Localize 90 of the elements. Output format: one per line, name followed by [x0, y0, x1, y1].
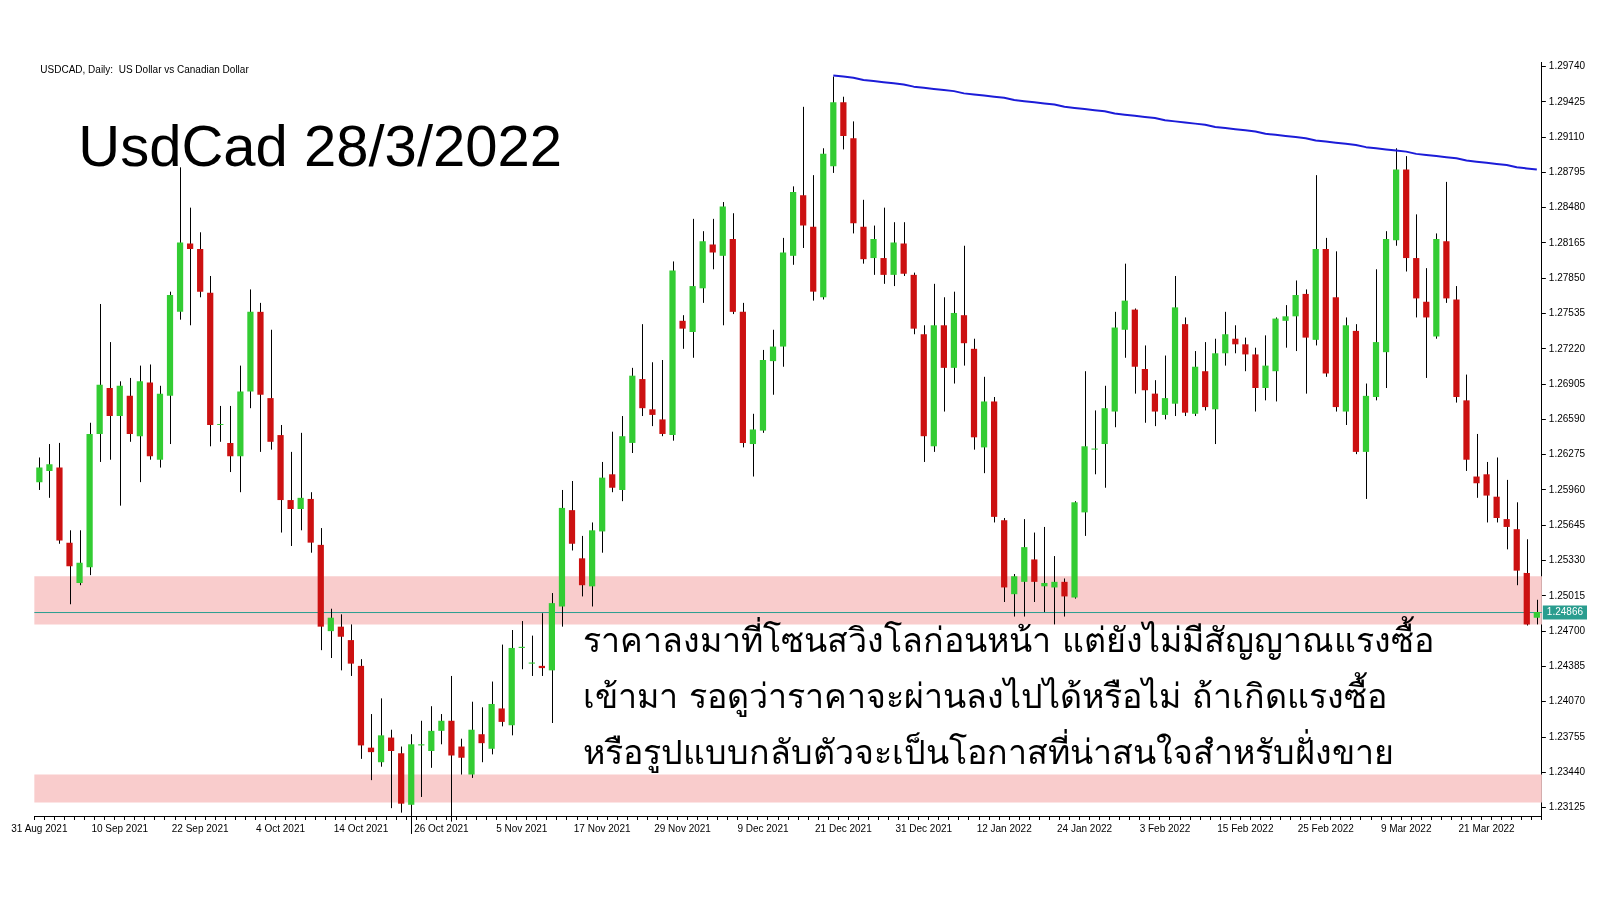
candlestick — [769, 329, 777, 396]
candlestick — [1051, 555, 1058, 625]
candlestick — [337, 613, 344, 671]
annotation: เข้ามา รอดูว่าราคาจะผ่านลงไปได้หรือไม่ ถ้าเกิดแรงซื้อ — [583, 671, 1387, 717]
x-tick-label: 9 Dec 2021 — [737, 822, 789, 834]
y-tick-label: 1.27535 — [1548, 307, 1586, 319]
candlestick — [347, 623, 355, 677]
candlestick — [498, 644, 505, 727]
candlestick — [1011, 573, 1018, 618]
candlestick — [649, 361, 656, 427]
text: UsdCad 28/3/2022 — [78, 113, 563, 178]
candlestick — [609, 431, 616, 493]
x-tick-label: 14 Oct 2021 — [333, 822, 389, 834]
x-tick-label: 29 Nov 2021 — [654, 822, 712, 834]
y-tick-label: 1.27220 — [1548, 342, 1586, 354]
y-tick-label: 1.24385 — [1548, 660, 1586, 672]
y-tick-label: 1.29425 — [1548, 95, 1586, 107]
y-tick-label: 1.27850 — [1548, 271, 1586, 283]
x-tick-label: 3 Feb 2022 — [1139, 822, 1191, 834]
candlestick — [46, 443, 53, 499]
y-tick-label: 1.23125 — [1548, 801, 1586, 813]
candlestick — [1292, 279, 1299, 352]
y-tick-label: 1.25960 — [1548, 483, 1586, 495]
candlestick — [1483, 461, 1490, 523]
x-tick-label: 24 Jan 2022 — [1057, 822, 1113, 834]
candlestick — [1242, 337, 1249, 372]
x-tick-label: 10 Sep 2021 — [91, 822, 149, 834]
x-tick-label: 15 Feb 2022 — [1217, 822, 1274, 834]
candlestick — [1493, 456, 1500, 523]
y-tick-label: 1.26275 — [1548, 448, 1586, 460]
y-tick-label: 1.23440 — [1548, 766, 1586, 778]
annotation: หรือรูปแบบกลับตัวจะเป็นโอกาสที่น่าสนใจสำหรับฝั่งขาย — [583, 728, 1394, 773]
x-tick-label: 22 Sep 2021 — [171, 822, 229, 834]
candlestick — [66, 529, 73, 605]
y-tick-label: 1.28165 — [1548, 236, 1586, 248]
candlestick — [287, 451, 294, 547]
y-tick-label: 1.28795 — [1548, 166, 1586, 178]
candlestick — [870, 225, 877, 276]
annotation: ราคาลงมาที่โซนสวิงโลก่อนหน้า แต่ยังไม่มีสัญญาณแรงซื้อ — [583, 615, 1434, 660]
candlestick — [327, 608, 334, 659]
x-tick-label: 21 Dec 2021 — [815, 822, 873, 834]
candlestick — [659, 359, 666, 437]
candlestick — [478, 706, 485, 763]
candlestick — [297, 432, 304, 531]
x-tick-label: 26 Oct 2021 — [414, 822, 470, 834]
candlestick — [1031, 532, 1038, 603]
y-tick-label: 1.25645 — [1548, 519, 1586, 531]
candlestick — [187, 207, 194, 326]
x-tick-label: 12 Jan 2022 — [976, 822, 1033, 834]
candlestick — [76, 529, 83, 586]
candlestick — [1503, 479, 1510, 550]
y-tick-label: 1.25330 — [1548, 554, 1586, 566]
y-tick-label: 1.29740 — [1548, 60, 1586, 72]
candlestick — [1423, 267, 1430, 379]
candlestick — [880, 207, 887, 285]
y-tick-label: 1.24070 — [1548, 695, 1586, 707]
ref-line-label: 1.24866 — [1546, 606, 1584, 618]
candlestick — [679, 314, 686, 350]
candlestick — [428, 705, 435, 769]
candlestick — [1141, 344, 1148, 424]
x-tick-label: 31 Aug 2021 — [11, 822, 68, 834]
candlestick — [227, 405, 234, 473]
candlestick — [458, 738, 465, 776]
chart-title: USDCAD, Daily: US Dollar vs Canadian Dollar — [40, 63, 250, 75]
y-tick-label: 1.23755 — [1548, 730, 1586, 742]
x-tick-label: 4 Oct 2021 — [256, 822, 306, 834]
x-tick-label: 25 Feb 2022 — [1297, 822, 1355, 834]
y-tick-label: 1.26905 — [1548, 377, 1586, 389]
candlestick — [1061, 577, 1068, 618]
candlestick — [1282, 304, 1289, 349]
candlestick — [1161, 355, 1169, 420]
candlestick — [438, 713, 445, 745]
y-tick-label: 1.25015 — [1548, 589, 1586, 601]
x-tick-label: 17 Nov 2021 — [573, 822, 631, 834]
candlestick — [1473, 433, 1480, 499]
candlestick — [1262, 334, 1269, 401]
x-tick-label: 5 Nov 2021 — [496, 822, 548, 834]
x-tick-label: 21 Mar 2022 — [1458, 822, 1516, 834]
x-tick-label: 9 Mar 2022 — [1380, 822, 1432, 834]
candlestick — [1533, 599, 1540, 625]
y-tick-label: 1.29110 — [1548, 130, 1585, 142]
candlestick — [1151, 379, 1159, 427]
x-tick-label: 31 Dec 2021 — [895, 822, 953, 834]
candlestick — [36, 456, 43, 491]
y-tick-label: 1.24700 — [1548, 624, 1586, 636]
candlestick — [1222, 311, 1229, 367]
candlestick — [388, 729, 395, 809]
y-tick-label: 1.28480 — [1548, 201, 1586, 213]
y-tick-label: 1.26590 — [1548, 413, 1586, 425]
candlestick — [749, 413, 757, 478]
